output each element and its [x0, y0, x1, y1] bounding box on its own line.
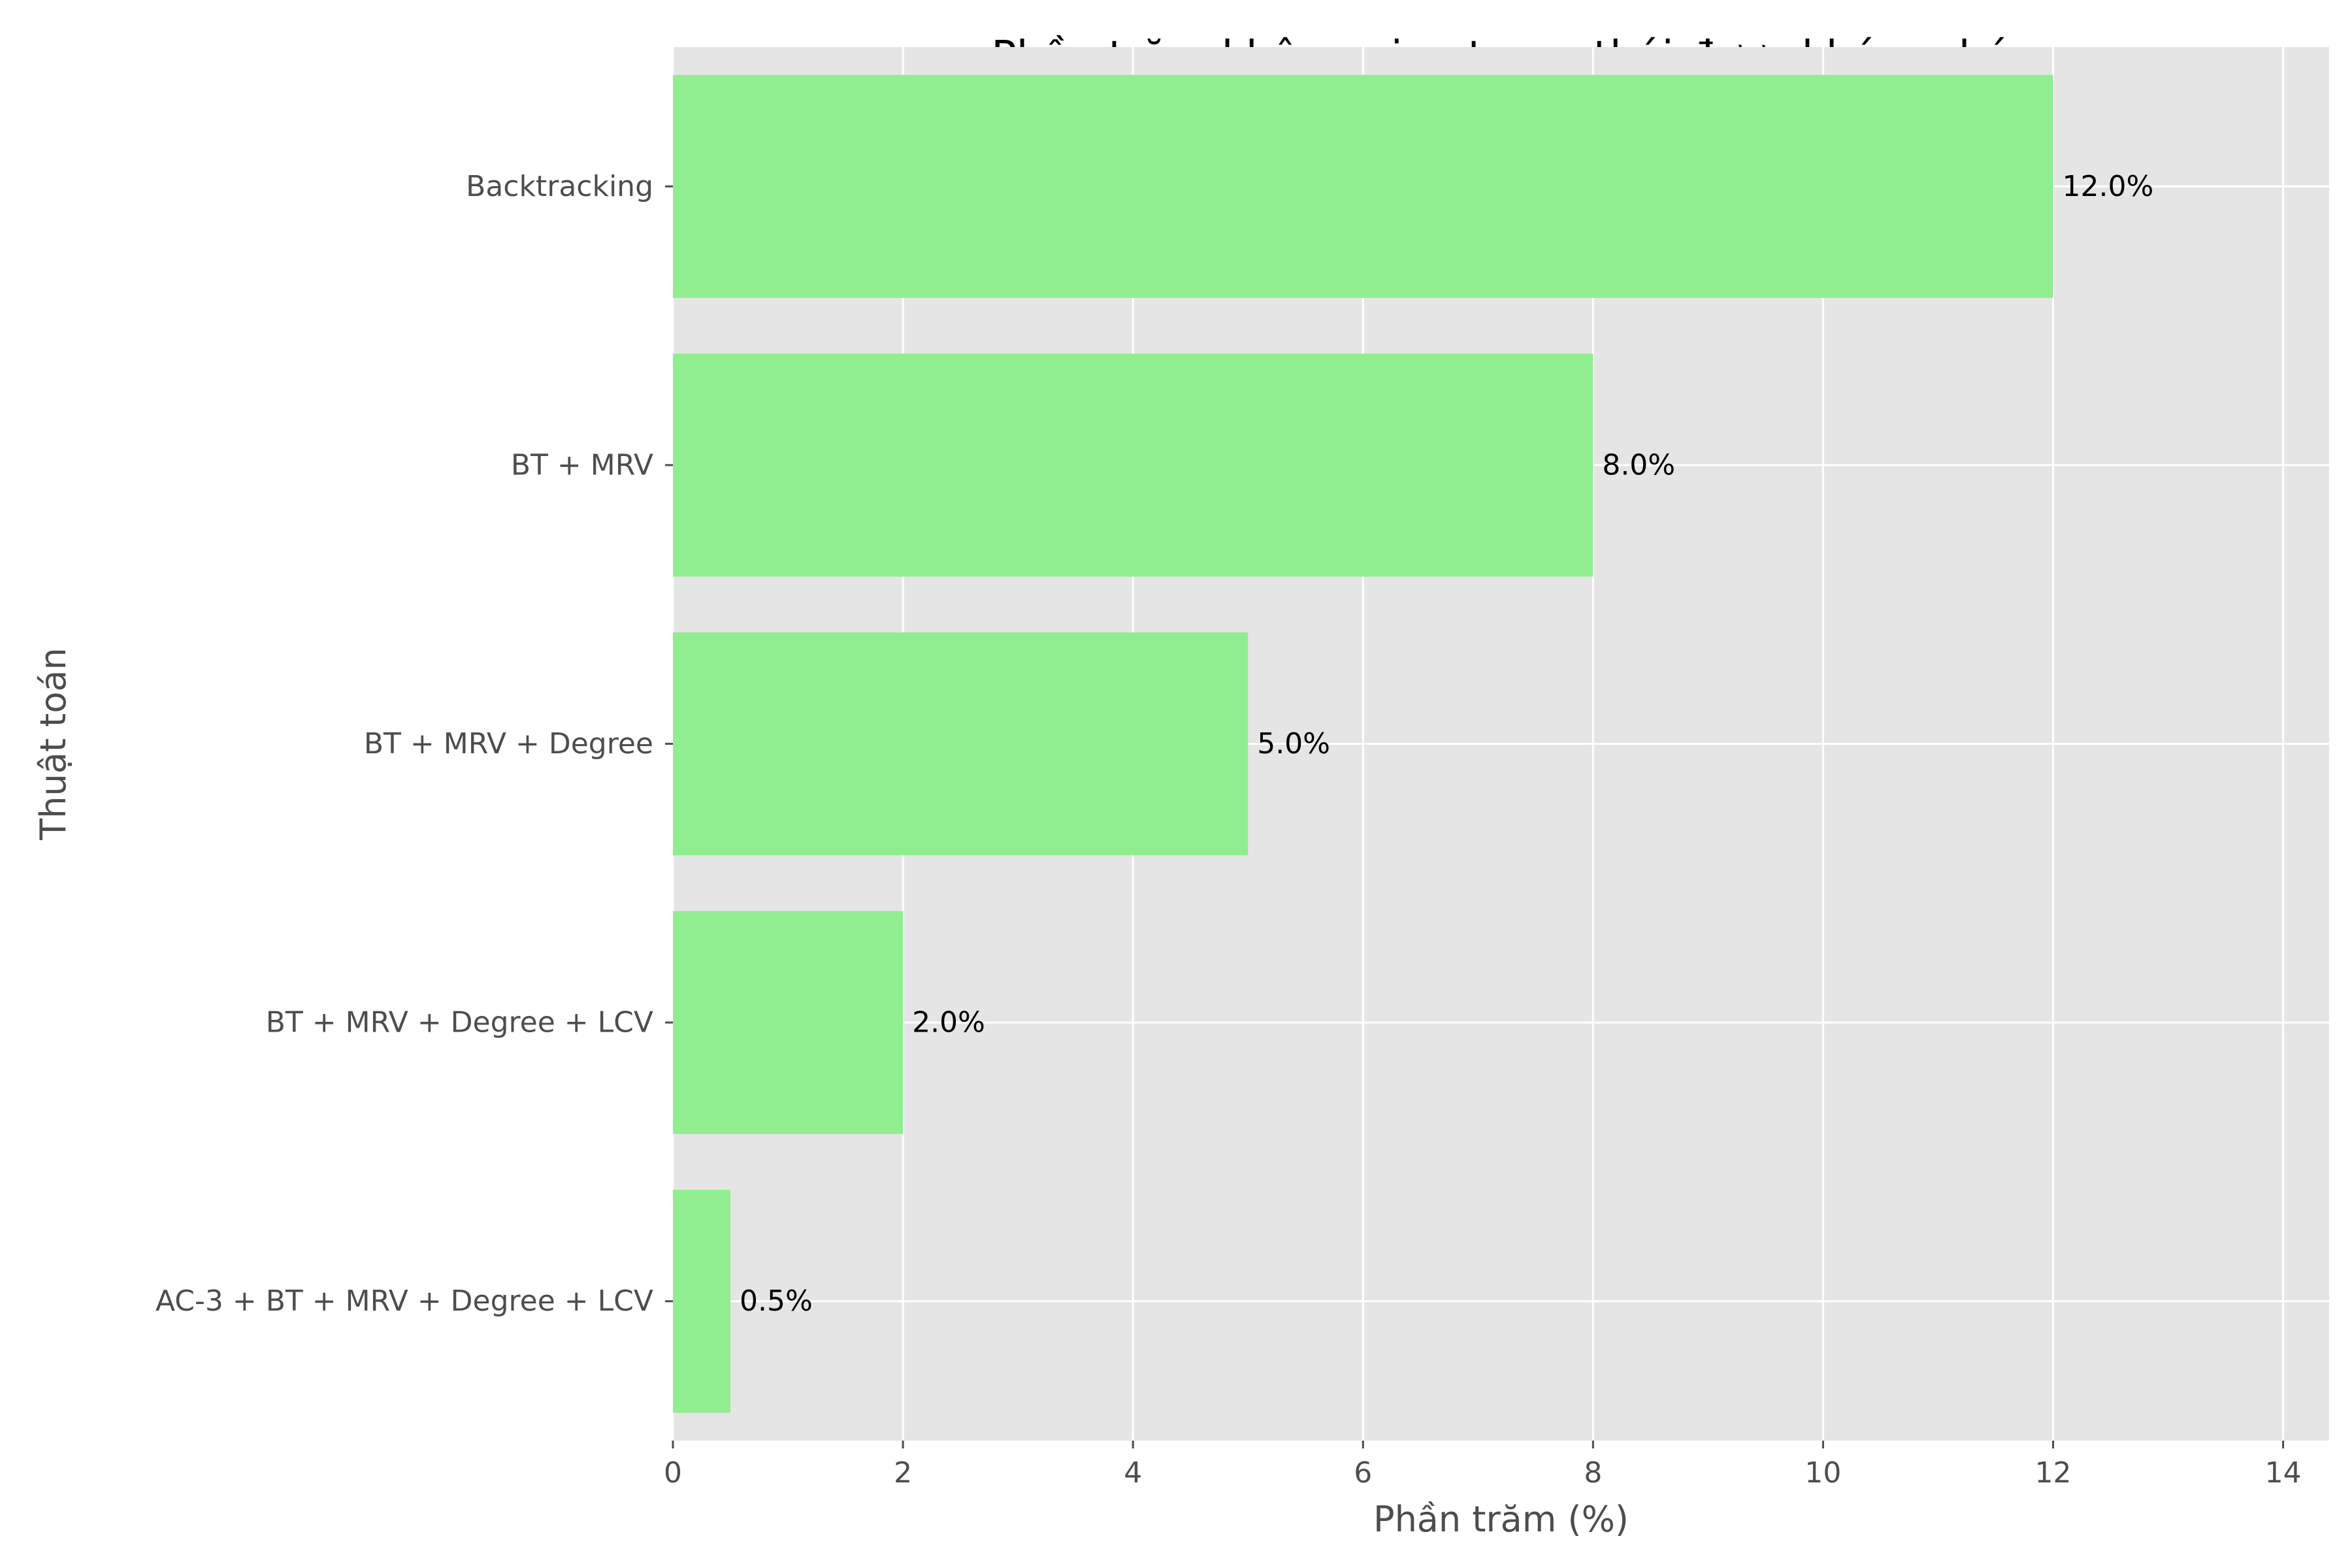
x-tick-label: 2: [894, 1456, 912, 1490]
data-label: 2.0%: [912, 1006, 985, 1039]
bar: [673, 911, 904, 1134]
y-tick-label: Backtracking: [466, 170, 653, 203]
bar: [673, 632, 1249, 856]
bar: [673, 353, 1593, 577]
data-labels: 12.0% 8.0% 5.0% 2.0% 0.5%: [740, 170, 2153, 1318]
y-axis: Backtracking BT + MRV BT + MRV + Degree BT …: [155, 170, 673, 1318]
data-label: 12.0%: [2063, 170, 2154, 203]
x-tick-label: 12: [2035, 1456, 2072, 1490]
data-label: 8.0%: [1602, 448, 1675, 482]
x-axis: 0 2 4 6 8 10 12 14: [664, 1441, 2302, 1490]
x-tick-label: 4: [1124, 1456, 1142, 1490]
y-tick-label: BT + MRV: [511, 448, 653, 482]
x-tick-label: 0: [664, 1456, 682, 1490]
x-tick-label: 8: [1584, 1456, 1602, 1490]
y-axis-title: Thuật toán: [33, 647, 74, 840]
x-tick-label: 14: [2265, 1456, 2302, 1490]
data-label: 5.0%: [1257, 727, 1330, 760]
x-tick-label: 10: [1805, 1456, 1841, 1490]
bars: [673, 74, 2053, 1413]
x-tick-label: 6: [1354, 1456, 1372, 1490]
data-label: 0.5%: [740, 1284, 813, 1318]
bar: [673, 74, 2053, 298]
x-axis-title: Phần trăm (%): [1373, 1499, 1629, 1540]
y-tick-label: BT + MRV + Degree + LCV: [266, 1006, 653, 1039]
y-tick-label: BT + MRV + Degree: [364, 727, 653, 760]
bar: [673, 1190, 731, 1413]
y-tick-label: AC-3 + BT + MRV + Degree + LCV: [155, 1284, 653, 1318]
